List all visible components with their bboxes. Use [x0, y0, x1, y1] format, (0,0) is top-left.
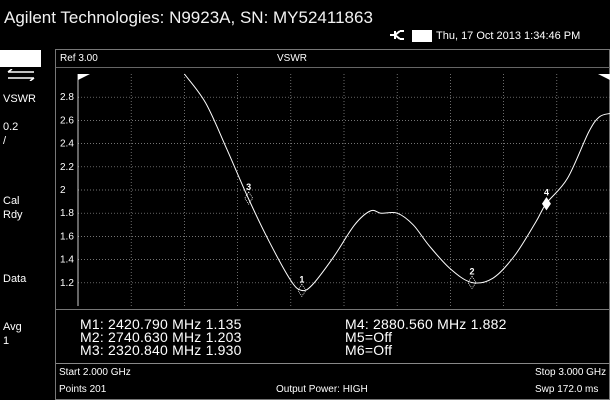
y-tick-label: 2.8 — [60, 92, 74, 103]
start-frequency[interactable]: Start 2.000 GHz — [59, 367, 131, 378]
marker-panel-divider — [56, 309, 610, 310]
y-tick-label: 2.4 — [60, 139, 74, 150]
marker-4-label: 4 — [544, 188, 549, 198]
y-tick-labels: 2.8 2.6 2.4 2.2 2 1.8 1.6 1.4 1.2 — [60, 92, 74, 289]
battery-icon — [412, 30, 432, 42]
vswr-plot[interactable]: 2.8 2.6 2.4 2.2 2 1.8 1.6 1.4 1.2 1 2 3 4 — [56, 68, 610, 309]
reflection-arrows-icon — [7, 69, 35, 81]
marker-2-label: 2 — [470, 266, 475, 276]
y-tick-label: 1.8 — [60, 208, 74, 219]
marker-1-diamond — [297, 283, 307, 298]
points-count[interactable]: Points 201 — [59, 384, 107, 395]
window-title: Agilent Technologies: N9923A, SN: MY5241… — [4, 8, 373, 27]
left-limit-marker — [78, 74, 90, 80]
sidebar-label-cal[interactable]: Cal Rdy — [3, 195, 23, 221]
marker-3-diamond — [244, 191, 254, 205]
marker-group: 1 2 3 4 — [244, 182, 551, 298]
sidebar-label-data[interactable]: Data — [3, 273, 27, 285]
right-limit-marker — [598, 74, 610, 80]
connection-icon — [390, 30, 404, 40]
footer-divider — [56, 363, 610, 364]
sidebar-label-scale[interactable]: 0.2 / — [3, 121, 19, 147]
sidebar-label-format[interactable]: VSWR — [3, 93, 36, 105]
y-tick-label: 1.4 — [60, 255, 74, 266]
marker-readout-m5: M5=Off — [345, 329, 393, 345]
output-power[interactable]: Output Power: HIGH — [276, 384, 368, 395]
marker-3-label: 3 — [246, 182, 251, 192]
marker-readout-m4: M4: 2880.560 MHz 1.882 — [345, 316, 507, 332]
sidebar-label-average[interactable]: Avg 1 — [3, 321, 22, 347]
sidebar-highlight — [0, 50, 41, 67]
reference-level: Ref 3.00 — [60, 53, 98, 64]
y-tick-label: 2.2 — [60, 162, 74, 173]
plot-grid — [77, 74, 610, 306]
y-tick-label: 1.2 — [60, 278, 74, 289]
marker-readout-m2: M2: 2740.630 MHz 1.203 — [80, 329, 242, 345]
y-tick-label: 2 — [60, 185, 66, 196]
status-datetime: Thu, 17 Oct 2013 1:34:46 PM — [436, 30, 581, 42]
trace-format-title: VSWR — [277, 53, 307, 64]
battery-tip-icon — [430, 32, 432, 38]
marker-readout-m1: M1: 2420.790 MHz 1.135 — [80, 316, 242, 332]
marker-readout-m6: M6=Off — [345, 342, 393, 358]
marker-4-diamond — [541, 196, 551, 211]
marker-1-label: 1 — [299, 274, 304, 284]
header-divider — [56, 67, 610, 68]
sweep-time[interactable]: Swp 172.0 ms — [535, 384, 599, 395]
stop-frequency[interactable]: Stop 3.000 GHz — [535, 367, 607, 378]
y-tick-label: 1.6 — [60, 231, 74, 242]
marker-readout-m3: M3: 2320.840 MHz 1.930 — [80, 342, 242, 358]
y-tick-label: 2.6 — [60, 115, 74, 126]
marker-2-diamond — [467, 275, 477, 290]
